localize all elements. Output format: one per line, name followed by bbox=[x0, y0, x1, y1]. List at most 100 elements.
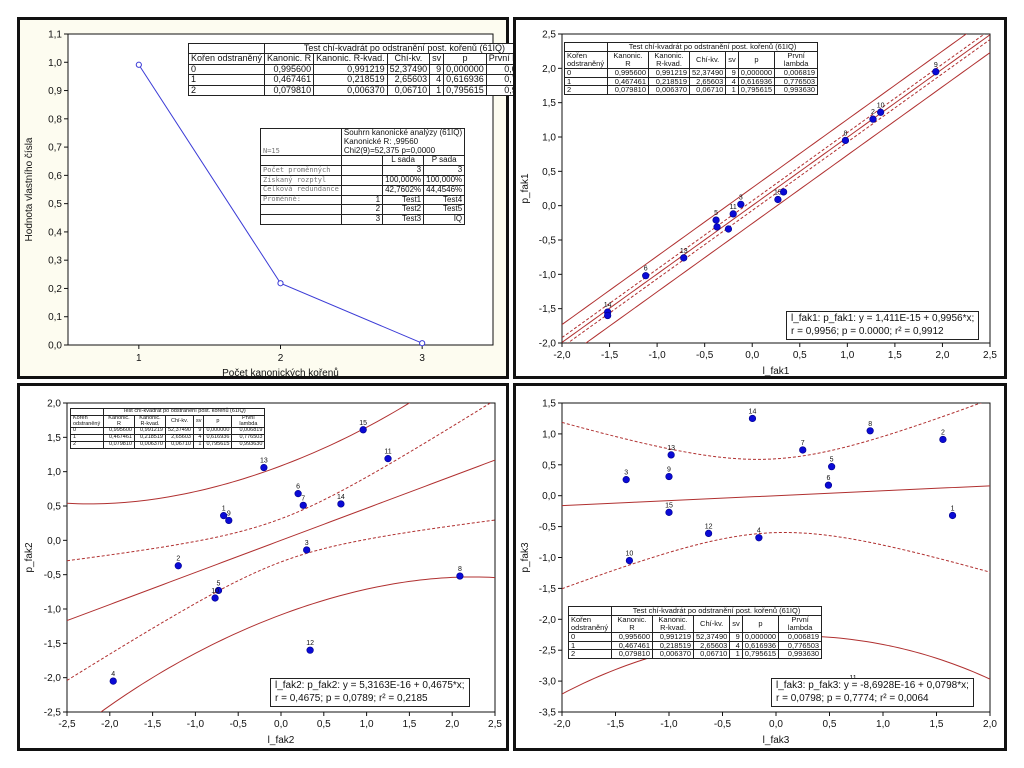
fak3-chart: -2,0 -1,5 -1,0 -0,5 0,0 0,5 1,0 1,5 2,0 -3,5 -3,0 -… bbox=[520, 399, 997, 747]
regression-equation-box: l_fak2: p_fak2: y = 5,3163E-16 + 0,4675*… bbox=[270, 678, 470, 707]
canon-table-3: Test chí-kvadrát po odstranění post. koř… bbox=[568, 606, 823, 660]
canon-header: Kanonic. R bbox=[611, 614, 653, 633]
canon-header: Kanonic. R bbox=[607, 50, 649, 69]
prediction-band-lower bbox=[585, 52, 990, 343]
y-tick-label: 0,5 bbox=[542, 460, 556, 471]
y-tick-label: -1,0 bbox=[539, 553, 557, 564]
canon-header: Kořen odstraněný bbox=[187, 53, 266, 65]
x-tick-label: 2,5 bbox=[983, 350, 997, 361]
y-tick-label: -2,0 bbox=[539, 339, 557, 350]
y-tick-label: 0,0 bbox=[47, 536, 61, 547]
table-row: 20,0798100,0063700,0671010,7956150,99363… bbox=[187, 84, 545, 97]
canon-header: sv bbox=[429, 53, 445, 65]
y-tick-label: -1,0 bbox=[539, 270, 557, 281]
data-label: 15 bbox=[665, 502, 673, 509]
confidence-band-lower bbox=[566, 39, 990, 343]
x-tick-label: -1,5 bbox=[144, 719, 162, 730]
data-point bbox=[135, 61, 142, 68]
data-point bbox=[337, 500, 345, 508]
table-row: Celková redundance 42,7602% 44,4546% bbox=[260, 184, 466, 196]
data-label: 9 bbox=[227, 510, 231, 517]
canon-header: sv bbox=[192, 414, 205, 429]
y-tick-label: 0,7 bbox=[48, 143, 62, 154]
y-tick-label: 1,5 bbox=[542, 399, 556, 410]
data-point bbox=[174, 562, 182, 570]
data-label: 9 bbox=[934, 62, 938, 69]
y-tick-label: -2,0 bbox=[539, 615, 557, 626]
canon-table-title: Test chí-kvadrát po odstranění post. koř… bbox=[264, 42, 545, 55]
regression-stats: r = 0,9956; p = 0.0000; r² = 0,9912 bbox=[791, 325, 944, 337]
data-label: 12 bbox=[306, 640, 314, 647]
prediction-band-lower bbox=[100, 576, 495, 712]
x-tick-label: 0,0 bbox=[274, 719, 288, 730]
data-point bbox=[665, 508, 673, 516]
data-point bbox=[260, 463, 268, 472]
x-tick-label: 0,0 bbox=[769, 719, 783, 730]
canon-header: sv bbox=[725, 50, 739, 69]
canon-header: Kanonic. R-kvad. bbox=[648, 50, 690, 69]
x-tick-label: -0,5 bbox=[230, 719, 248, 730]
data-point bbox=[799, 446, 807, 454]
data-point bbox=[712, 216, 720, 224]
y-tick-label: 0,5 bbox=[542, 167, 556, 178]
data-label: 1 bbox=[222, 506, 226, 513]
data-label: 3 bbox=[624, 470, 628, 477]
plot-area bbox=[561, 402, 991, 713]
fak2-chart: -2,5 -2,0 -1,5 -1,0 -0,5 0,0 0,5 1,0 1,5 2,0 2,5 -2… bbox=[24, 399, 502, 747]
data-point bbox=[667, 451, 675, 459]
y-tick-label: -0,5 bbox=[539, 236, 557, 247]
y-tick-label: 2,0 bbox=[542, 64, 556, 75]
canon-header: Kanonic. R-kvad. bbox=[134, 414, 166, 429]
table-row: Získaný rozptyl 100,000% 100,000% bbox=[260, 174, 466, 186]
x-tick-label: 2,0 bbox=[983, 719, 997, 730]
x-tick-label: 1,5 bbox=[888, 350, 902, 361]
data-label: 6 bbox=[826, 475, 830, 482]
data-label: 15 bbox=[774, 189, 782, 196]
data-point bbox=[306, 646, 314, 654]
canon-header: Kanonic. R-kvad. bbox=[652, 614, 694, 633]
data-point bbox=[932, 68, 940, 76]
x-tick-label: -2,0 bbox=[553, 719, 571, 730]
data-point bbox=[604, 311, 612, 320]
canon-table-title: Test chí-kvadrát po odstranění post. koř… bbox=[610, 606, 823, 616]
canon-table-0: Test chí-kvadrát po odstranění post. koř… bbox=[187, 42, 545, 97]
x-tick-label: 1,0 bbox=[840, 350, 854, 361]
x-tick-label: 0,5 bbox=[823, 719, 837, 730]
plot-layer bbox=[562, 34, 990, 343]
data-point bbox=[299, 501, 307, 509]
y-tick-label: 0,4 bbox=[48, 227, 62, 238]
y-tick-label: -1,5 bbox=[539, 304, 557, 315]
y-tick-label: 0,9 bbox=[48, 86, 62, 97]
regression-line bbox=[562, 485, 990, 507]
x-tick-label: -0,5 bbox=[714, 719, 732, 730]
data-point bbox=[713, 223, 721, 231]
data-point bbox=[841, 136, 850, 145]
y-tick-label: 1,0 bbox=[542, 429, 556, 440]
regression-equation: l_fak2: p_fak2: y = 5,3163E-16 + 0,4675*… bbox=[275, 680, 465, 691]
confidence-band-upper bbox=[67, 403, 492, 562]
data-point bbox=[877, 108, 885, 116]
data-label: 8 bbox=[868, 421, 872, 428]
canon-header: Kanonic. R bbox=[264, 53, 315, 65]
table-row: Počet proměnných 3 3 bbox=[260, 165, 466, 176]
canon-header: První lambda bbox=[231, 414, 266, 429]
y-axis-label: Hodnota vlastního čísla bbox=[24, 137, 35, 241]
data-label: 4 bbox=[111, 671, 115, 678]
y-axis-label: p_fak1 bbox=[520, 173, 531, 203]
y-tick-label: 0,5 bbox=[48, 199, 62, 210]
y-tick-label: 1,5 bbox=[542, 98, 556, 109]
confidence-band-lower bbox=[67, 519, 495, 681]
y-tick-label: -0,5 bbox=[44, 570, 62, 581]
x-tick-label: 2,0 bbox=[445, 719, 459, 730]
data-point bbox=[419, 340, 426, 347]
data-point bbox=[359, 426, 367, 434]
canon-header: p bbox=[443, 53, 487, 65]
canon-table-title bbox=[187, 42, 266, 55]
data-label: 14 bbox=[749, 408, 757, 415]
data-point bbox=[642, 272, 650, 280]
